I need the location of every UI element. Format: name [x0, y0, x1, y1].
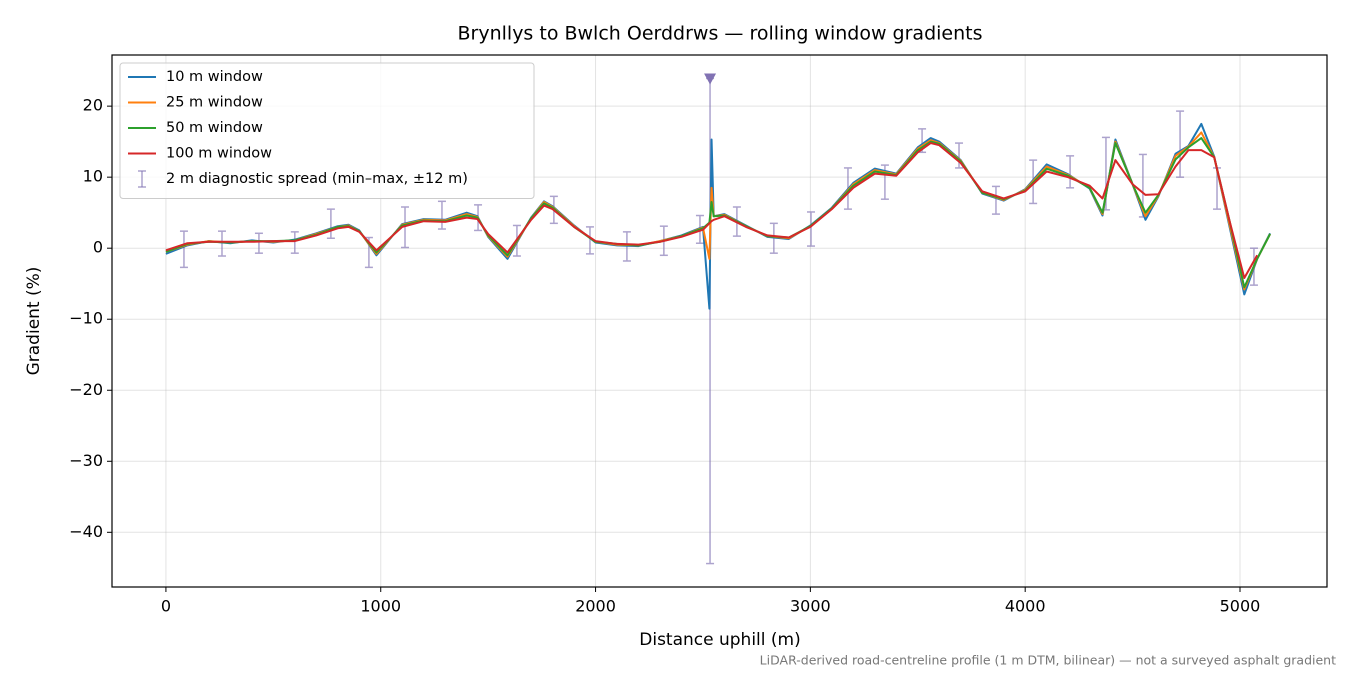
x-tick-label: 2000	[575, 597, 616, 616]
error-bar	[807, 211, 816, 247]
clip-marker	[704, 73, 717, 85]
legend-label: 25 m window	[166, 95, 263, 111]
error-bar	[1066, 155, 1075, 189]
x-tick-label: 1000	[360, 597, 401, 616]
error-bar	[179, 230, 188, 269]
chart-title: Brynllys to Bwlch Oerddrws — rolling win…	[458, 23, 983, 45]
error-bar	[290, 231, 299, 254]
x-tick-label: 3000	[790, 597, 831, 616]
x-tick-label: 4000	[1005, 597, 1046, 616]
y-tick-label: 0	[93, 238, 103, 257]
footnote: LiDAR-derived road-centreline profile (1…	[760, 653, 1336, 668]
y-tick-label: −30	[69, 451, 103, 470]
y-tick-label: −40	[69, 522, 103, 541]
error-bar	[955, 142, 964, 169]
series-line	[165, 142, 1259, 280]
legend-box	[119, 62, 535, 199]
x-tick-label: 0	[161, 597, 171, 616]
legend-label: 2 m diagnostic spread (min–max, ±12 m)	[166, 171, 468, 187]
x-tick-label: 5000	[1220, 597, 1261, 616]
plot-frame	[111, 54, 1328, 588]
error-bar	[401, 206, 410, 249]
y-axis-label: Gradient (%)	[24, 267, 44, 376]
legend-label: 100 m window	[166, 146, 272, 162]
y-tick-label: 20	[83, 96, 103, 115]
error-bar	[217, 230, 226, 257]
error-bar	[254, 232, 263, 254]
error-bar	[991, 185, 1000, 215]
y-tick-label: −20	[69, 380, 103, 399]
y-tick-label: −10	[69, 309, 103, 328]
x-axis-label: Distance uphill (m)	[639, 630, 800, 650]
error-bar	[326, 208, 335, 240]
legend-label: 10 m window	[166, 69, 263, 85]
error-bar	[437, 200, 446, 230]
error-bar	[585, 226, 594, 255]
error-bar	[1176, 110, 1185, 178]
y-tick-label: 10	[83, 167, 103, 186]
legend: 10 m window 25 m window 50 m window 100 m w…	[119, 62, 535, 199]
legend-label: 50 m window	[166, 120, 263, 136]
